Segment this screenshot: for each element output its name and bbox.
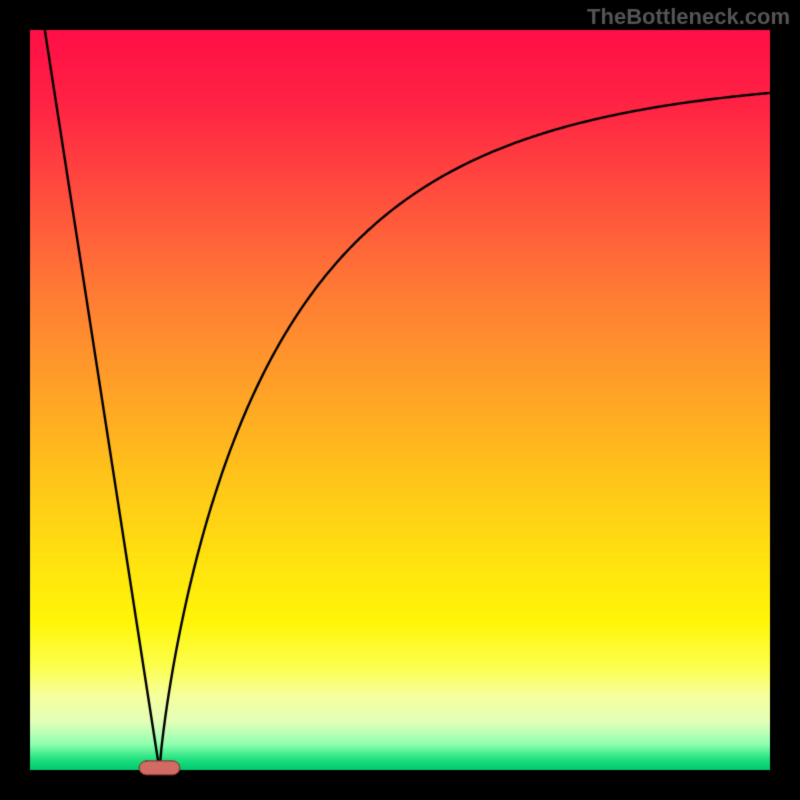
bottleneck-chart: [0, 0, 800, 800]
